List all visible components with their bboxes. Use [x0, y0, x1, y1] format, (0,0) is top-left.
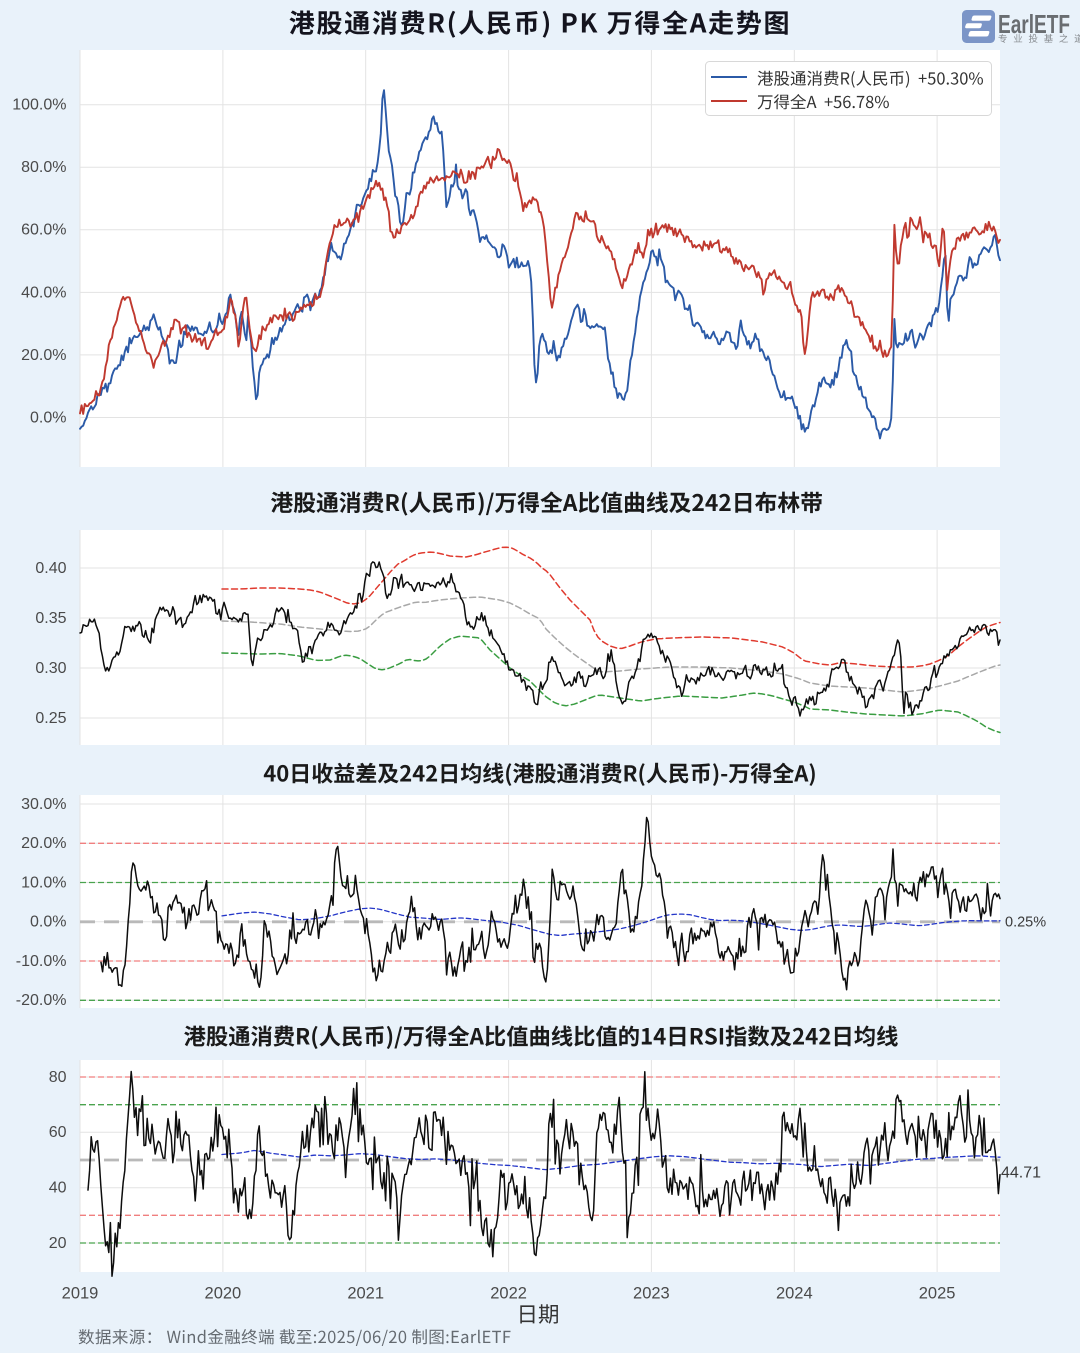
svg-text:2024: 2024: [776, 1285, 813, 1303]
svg-text:2021: 2021: [347, 1285, 384, 1303]
svg-text:80: 80: [49, 1069, 67, 1086]
svg-text:40: 40: [49, 1180, 67, 1197]
svg-text:60: 60: [49, 1124, 67, 1141]
svg-text:2025: 2025: [919, 1285, 956, 1303]
svg-text:2019: 2019: [62, 1285, 99, 1303]
svg-text:EarlETF: EarlETF: [998, 9, 1070, 39]
svg-text:20.0%: 20.0%: [21, 347, 66, 364]
svg-text:0.25: 0.25: [35, 710, 66, 727]
svg-text:0.30: 0.30: [35, 660, 66, 677]
svg-text:0.0%: 0.0%: [30, 409, 66, 426]
svg-text:30.0%: 30.0%: [21, 796, 66, 813]
svg-text:2023: 2023: [633, 1285, 670, 1303]
svg-text:0.25%: 0.25%: [1005, 915, 1046, 931]
svg-text:100.0%: 100.0%: [12, 97, 66, 114]
svg-text:2022: 2022: [490, 1285, 527, 1303]
svg-text:-20.0%: -20.0%: [16, 992, 67, 1009]
svg-text:0.35: 0.35: [35, 610, 66, 627]
svg-text:0.40: 0.40: [35, 560, 66, 577]
svg-text:20: 20: [49, 1235, 67, 1252]
svg-text:2020: 2020: [205, 1285, 242, 1303]
svg-text:0.0%: 0.0%: [30, 914, 66, 931]
svg-text:80.0%: 80.0%: [21, 159, 66, 176]
svg-text:60.0%: 60.0%: [21, 222, 66, 239]
svg-text:10.0%: 10.0%: [21, 874, 66, 891]
svg-text:20.0%: 20.0%: [21, 835, 66, 852]
svg-text:-10.0%: -10.0%: [16, 953, 67, 970]
svg-text:44.71: 44.71: [1001, 1165, 1041, 1182]
svg-text:40.0%: 40.0%: [21, 284, 66, 301]
